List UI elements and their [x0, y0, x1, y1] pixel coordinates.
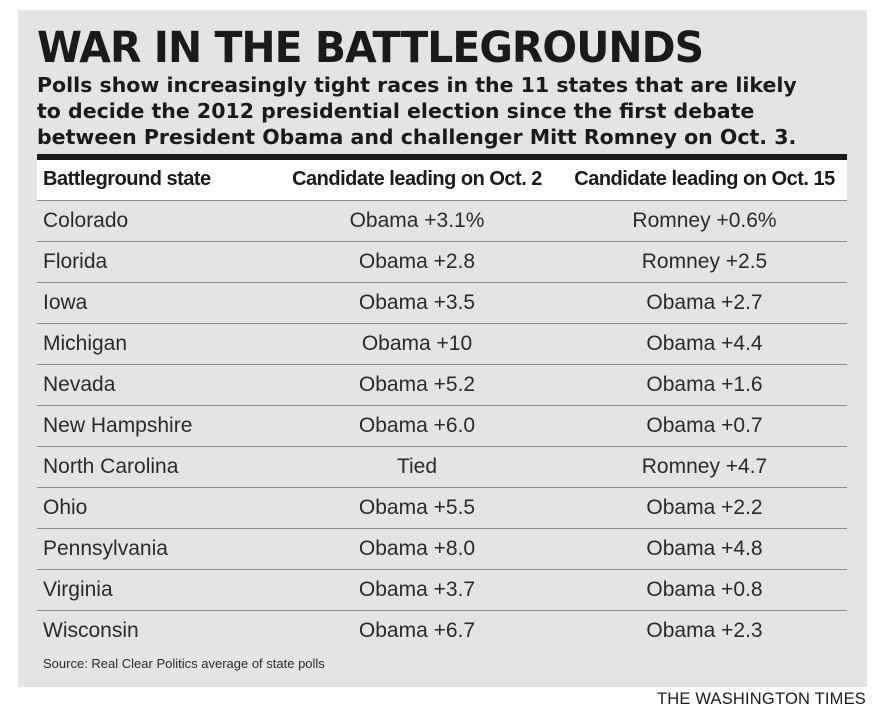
- graphic-panel: WAR IN THE BATTLEGROUNDS Polls show incr…: [18, 10, 867, 687]
- column-header: Candidate leading on Oct. 15: [574, 168, 835, 191]
- column-header: Battleground state: [43, 168, 211, 191]
- table-row: Virginia Obama +3.7 Obama +0.8: [37, 568, 847, 610]
- publisher-credit: THE WASHINGTON TIMES: [656, 690, 866, 708]
- state-cell: New Hampshire: [37, 404, 272, 446]
- oct2-lead-cell: Obama +6.7: [272, 609, 562, 651]
- oct2-lead-cell: Obama +3.5: [272, 281, 562, 323]
- table-row: Colorado Obama +3.1% Romney +0.6%: [37, 199, 847, 241]
- oct15-lead-cell: Obama +2.3: [562, 609, 847, 651]
- table-row: Ohio Obama +5.5 Obama +2.2: [37, 486, 847, 528]
- table-top-rule: [37, 154, 847, 160]
- oct15-lead-cell: Obama +2.2: [562, 486, 847, 528]
- state-cell: Pennsylvania: [37, 527, 272, 569]
- state-cell: Virginia: [37, 568, 272, 610]
- column-header: Candidate leading on Oct. 2: [292, 168, 542, 191]
- oct2-lead-cell: Obama +10: [272, 322, 562, 364]
- oct15-lead-cell: Obama +2.7: [562, 281, 847, 323]
- oct15-lead-cell: Obama +4.8: [562, 527, 847, 569]
- state-cell: Iowa: [37, 281, 272, 323]
- oct15-lead-cell: Obama +0.7: [562, 404, 847, 446]
- oct15-lead-cell: Romney +2.5: [562, 240, 847, 282]
- oct2-lead-cell: Obama +3.7: [272, 568, 562, 610]
- oct15-lead-cell: Romney +0.6%: [562, 199, 847, 241]
- table-row: Wisconsin Obama +6.7 Obama +2.3: [37, 609, 847, 651]
- battleground-table: Battleground state Candidate leading on O…: [37, 154, 847, 651]
- state-cell: Ohio: [37, 486, 272, 528]
- oct15-lead-cell: Obama +1.6: [562, 363, 847, 405]
- table-body: Colorado Obama +3.1% Romney +0.6% Florida Ob…: [37, 199, 847, 651]
- state-cell: Michigan: [37, 322, 272, 364]
- state-cell: Colorado: [37, 199, 272, 241]
- table-row: Florida Obama +2.8 Romney +2.5: [37, 240, 847, 282]
- state-cell: North Carolina: [37, 445, 272, 487]
- table-row: Nevada Obama +5.2 Obama +1.6: [37, 363, 847, 405]
- table-row: Iowa Obama +3.5 Obama +2.7: [37, 281, 847, 323]
- header-row: Battleground state Candidate leading on O…: [37, 160, 847, 200]
- table-header: Battleground state Candidate leading on O…: [37, 160, 847, 200]
- oct2-lead-cell: Obama +5.2: [272, 363, 562, 405]
- chart-title: WAR IN THE BATTLEGROUNDS: [37, 23, 704, 73]
- oct2-lead-cell: Obama +3.1%: [272, 199, 562, 241]
- oct2-lead-cell: Tied: [272, 445, 562, 487]
- oct2-lead-cell: Obama +2.8: [272, 240, 562, 282]
- table-row: North Carolina Tied Romney +4.7: [37, 445, 847, 487]
- oct2-lead-cell: Obama +5.5: [272, 486, 562, 528]
- source-note: Source: Real Clear Politics average of s…: [43, 656, 325, 671]
- chart-subtitle: Polls show increasingly tight races in t…: [37, 73, 797, 149]
- oct15-lead-cell: Obama +4.4: [562, 322, 847, 364]
- table-row: New Hampshire Obama +6.0 Obama +0.7: [37, 404, 847, 446]
- state-cell: Nevada: [37, 363, 272, 405]
- oct2-lead-cell: Obama +8.0: [272, 527, 562, 569]
- state-cell: Florida: [37, 240, 272, 282]
- table-row: Michigan Obama +10 Obama +4.4: [37, 322, 847, 364]
- poll-table: Battleground state Candidate leading on O…: [37, 160, 847, 651]
- oct15-lead-cell: Obama +0.8: [562, 568, 847, 610]
- state-cell: Wisconsin: [37, 609, 272, 651]
- oct15-lead-cell: Romney +4.7: [562, 445, 847, 487]
- oct2-lead-cell: Obama +6.0: [272, 404, 562, 446]
- table-row: Pennsylvania Obama +8.0 Obama +4.8: [37, 527, 847, 569]
